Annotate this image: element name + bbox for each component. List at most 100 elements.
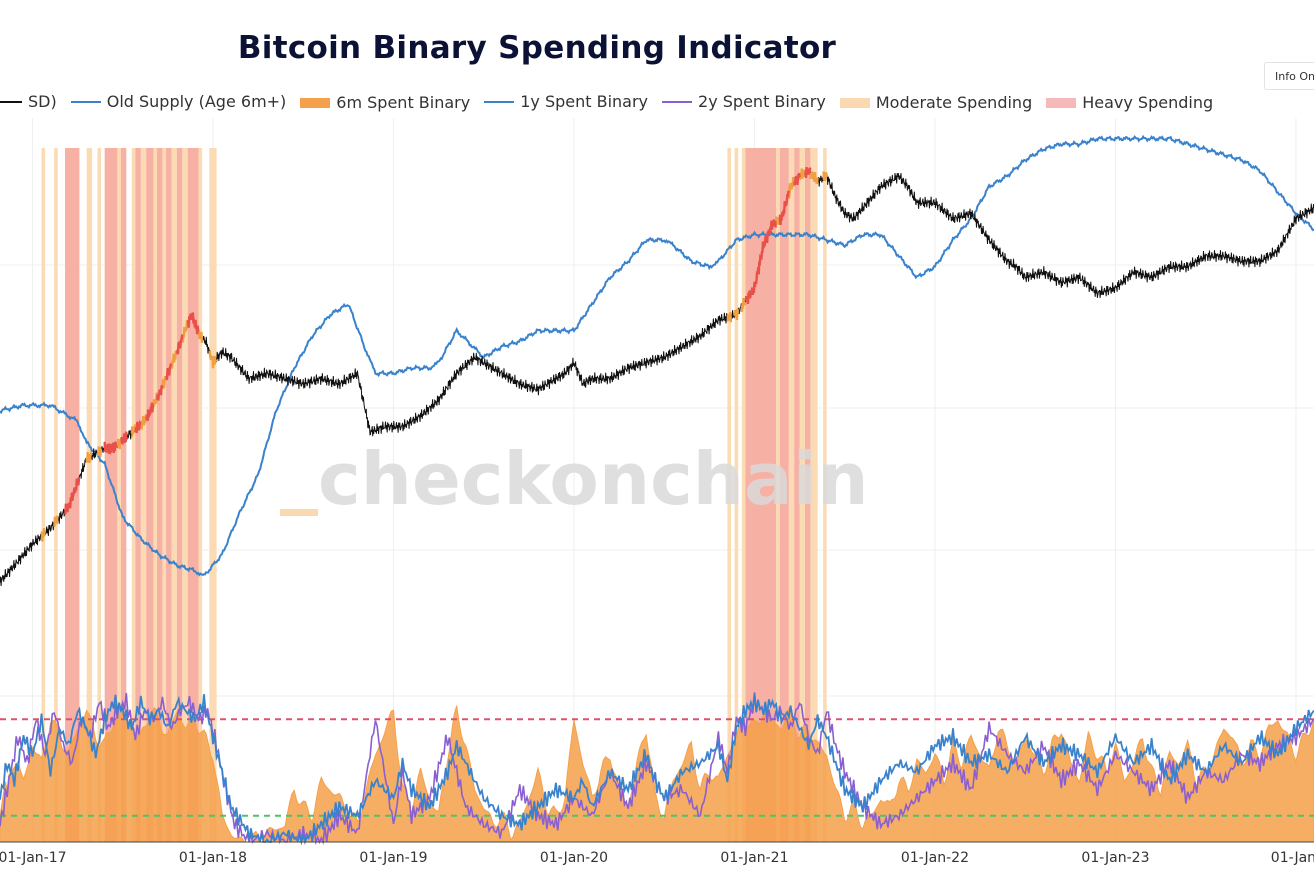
- moderate-spending-band: [209, 148, 217, 842]
- legend-swatch: [0, 96, 22, 108]
- moderate-spending-band: [810, 148, 818, 842]
- spending-bands: [41, 148, 827, 842]
- price-line: [0, 167, 1314, 587]
- moderate-spending-band: [86, 148, 93, 842]
- price-heavy-segment: [175, 334, 184, 355]
- heavy-spending-band: [157, 148, 163, 842]
- price-heavy-segment: [793, 173, 801, 186]
- moderate-spending-band: [54, 148, 58, 842]
- x-tick-label: 01-Jan-17: [0, 850, 67, 866]
- spent-1y-binary-line: [0, 693, 1314, 846]
- moderate-spending-band: [799, 148, 806, 842]
- moderate-spending-band: [117, 148, 121, 842]
- x-tick-label: 01-Jan-21: [720, 850, 788, 866]
- price-heavy-segment: [145, 402, 155, 422]
- legend-item[interactable]: Heavy Spending: [1046, 93, 1213, 112]
- price-heavy-segment: [778, 190, 790, 225]
- moderate-spending-band: [171, 148, 177, 842]
- price-moderate-segment: [85, 450, 93, 463]
- price-panel: [0, 134, 1314, 587]
- moderate-spending-band: [741, 148, 746, 842]
- price-moderate-segment: [96, 446, 103, 457]
- legend-item[interactable]: 6m Spent Binary: [300, 93, 470, 112]
- heavy-spending-band: [779, 148, 789, 842]
- x-tick-label: 01-Jan-: [1271, 850, 1314, 866]
- price-moderate-segment: [208, 350, 218, 369]
- legend-label: Moderate Spending: [875, 93, 1033, 112]
- heavy-spending-band: [794, 148, 800, 842]
- legend: SD) Old Supply (Age 6m+) 6m Spent Binary 1y…: [0, 92, 1227, 114]
- price-heavy-segment: [744, 219, 777, 304]
- legend-label: Heavy Spending: [1082, 93, 1214, 112]
- moderate-spending-band: [41, 148, 46, 842]
- legend-swatch: [1046, 97, 1077, 108]
- price-moderate-segment: [170, 348, 179, 369]
- moderate-spending-band: [823, 148, 827, 842]
- legend-item[interactable]: Old Supply (Age 6m+): [70, 92, 286, 111]
- legend-item[interactable]: 2y Spent Binary: [662, 92, 826, 111]
- price-heavy-segment: [186, 312, 200, 335]
- x-tick-label: 01-Jan-23: [1081, 850, 1149, 866]
- price-moderate-segment: [787, 177, 795, 199]
- price-heavy-segment: [156, 385, 164, 401]
- heavy-spending-band: [120, 148, 127, 842]
- x-tick-label: 01-Jan-19: [359, 850, 427, 866]
- x-tick-label: 01-Jan-18: [179, 850, 247, 866]
- price-moderate-segment: [130, 424, 137, 439]
- moderate-spending-band: [776, 148, 780, 842]
- old-supply-line: [0, 134, 1314, 577]
- price-heavy-segment: [103, 441, 118, 456]
- price-moderate-segment: [152, 392, 158, 408]
- price-moderate-segment: [733, 308, 740, 321]
- legend-label: 1y Spent Binary: [520, 92, 649, 111]
- price-heavy-segment: [120, 431, 128, 446]
- moderate-spending-band: [734, 148, 739, 842]
- heavy-spending-band: [187, 148, 199, 842]
- legend-label: SD): [28, 92, 57, 111]
- heavy-spending-band: [166, 148, 172, 842]
- heavy-spending-band: [146, 148, 154, 842]
- legend-item[interactable]: 1y Spent Binary: [484, 92, 648, 111]
- moderate-spending-band: [182, 148, 188, 842]
- info-button[interactable]: Info On: [1264, 62, 1314, 90]
- price-moderate-segment: [822, 171, 828, 181]
- price-heavy-segment: [165, 362, 173, 380]
- legend-item[interactable]: Moderate Spending: [839, 93, 1033, 112]
- moderate-spending-band: [140, 148, 147, 842]
- binary-panel: [0, 692, 1314, 846]
- price-moderate-segment: [740, 298, 747, 312]
- moderate-spending-band: [727, 148, 732, 842]
- price-moderate-segment: [197, 330, 204, 343]
- heavy-spending-band: [104, 148, 118, 842]
- price-moderate-segment: [40, 528, 46, 542]
- price-moderate-segment: [53, 515, 59, 527]
- spent-6m-binary-area: [0, 704, 1314, 843]
- chart-plot: checkonchain 01-Jan-17 01-Jan-18 01-Jan-19…: [0, 118, 1314, 866]
- legend-label: 2y Spent Binary: [698, 92, 826, 111]
- heavy-spending-band: [805, 148, 811, 842]
- legend-swatch: [662, 96, 693, 108]
- legend-swatch: [300, 97, 331, 108]
- x-axis: 01-Jan-17 01-Jan-18 01-Jan-19 01-Jan-20 01-J…: [0, 841, 1314, 866]
- moderate-spending-band: [153, 148, 158, 842]
- watermark: checkonchain: [318, 437, 869, 521]
- legend-swatch: [839, 97, 870, 108]
- heavy-spending-band: [135, 148, 141, 842]
- moderate-spending-band: [788, 148, 795, 842]
- price-moderate-segment: [726, 312, 733, 323]
- watermark-logo-bar: [280, 509, 318, 516]
- x-tick-label: 01-Jan-22: [901, 850, 969, 866]
- price-moderate-segment: [809, 171, 819, 185]
- legend-label: 6m Spent Binary: [336, 93, 471, 112]
- moderate-spending-band: [198, 148, 203, 842]
- legend-swatch: [484, 96, 515, 108]
- chart-title: Bitcoin Binary Spending Indicator: [237, 30, 837, 66]
- heavy-spending-band: [176, 148, 183, 842]
- legend-swatch: [70, 96, 101, 108]
- moderate-spending-band: [131, 148, 136, 842]
- price-heavy-segment: [64, 478, 81, 515]
- legend-item[interactable]: SD): [0, 92, 57, 111]
- price-moderate-segment: [181, 320, 189, 343]
- x-tick-label: 01-Jan-20: [540, 850, 608, 866]
- moderate-spending-band: [162, 148, 167, 842]
